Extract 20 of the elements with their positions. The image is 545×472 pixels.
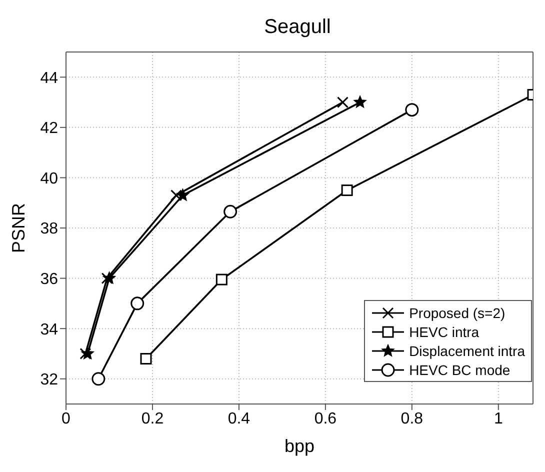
y-tick-label: 32 <box>40 372 58 389</box>
legend-label: HEVC BC mode <box>409 362 510 378</box>
y-tick-label: 42 <box>40 120 58 138</box>
x-tick-label: 0.6 <box>314 410 337 428</box>
x-tick-label: 0 <box>62 410 71 428</box>
y-tick-label: 40 <box>40 170 58 188</box>
y-tick-label: 44 <box>40 70 58 87</box>
y-tick-label: 38 <box>40 220 58 238</box>
chart-title: Seagull <box>263 15 332 40</box>
x-axis-title: bpp <box>284 436 315 456</box>
x-tick-label: 0.8 <box>400 410 424 428</box>
legend-label: Displacement intra <box>409 342 525 358</box>
y-tick-label: 36 <box>40 270 58 288</box>
y-axis-title: PSNR <box>8 202 28 254</box>
legend-label: Proposed (s=2) <box>409 304 506 320</box>
y-tick-label: 34 <box>40 321 58 338</box>
x-tick-label: 1 <box>494 410 503 428</box>
legend-label: HEVC intra <box>409 324 480 340</box>
x-tick-label: 0.4 <box>228 410 250 428</box>
x-tick-label: 0.2 <box>141 410 164 428</box>
